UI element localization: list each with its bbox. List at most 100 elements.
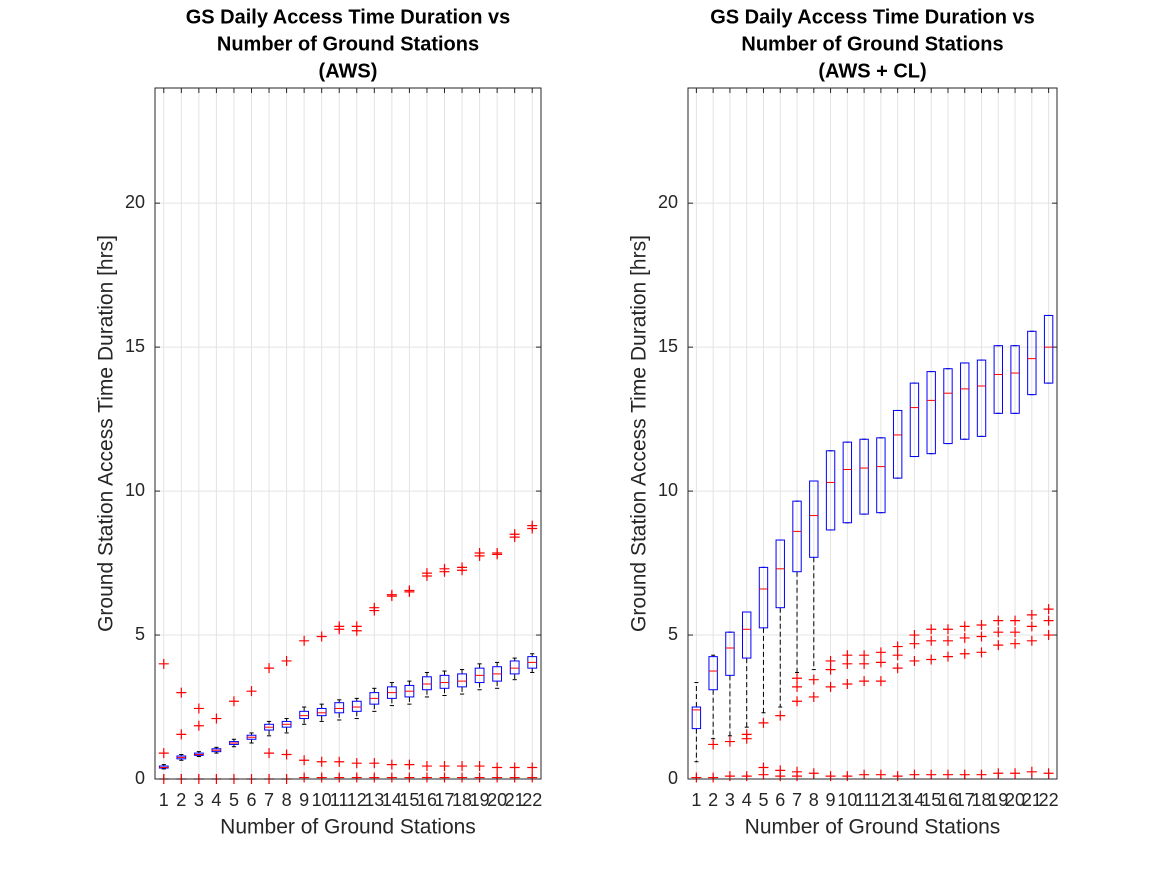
y-tick-label: 10: [658, 480, 678, 500]
outlier: [875, 676, 886, 687]
outlier: [1043, 604, 1054, 615]
outlier: [792, 673, 803, 684]
box: [892, 409, 903, 479]
y-tick-label: 15: [658, 336, 678, 356]
outlier: [421, 761, 432, 772]
outlier: [457, 761, 468, 772]
y-axis-label: Ground Station Access Time Duration [hrs…: [95, 235, 118, 632]
outlier: [1043, 615, 1054, 626]
outlier: [909, 638, 920, 649]
outlier: [509, 762, 520, 773]
box: [725, 631, 735, 676]
outlier: [1026, 621, 1037, 632]
x-tick-label: 10: [837, 790, 857, 810]
outlier: [281, 749, 292, 760]
outlier: [193, 720, 204, 731]
outlier: [474, 772, 485, 783]
outlier: [334, 624, 345, 635]
outlier: [439, 566, 450, 577]
x-tick-label: 17: [434, 790, 454, 810]
outlier: [942, 651, 953, 662]
box: [792, 500, 802, 573]
x-tick-label: 15: [921, 790, 941, 810]
outlier: [246, 686, 257, 697]
outlier: [993, 768, 1004, 779]
outlier: [334, 772, 345, 783]
outlier: [369, 772, 380, 783]
box: [457, 673, 467, 688]
x-tick-label: 13: [364, 790, 384, 810]
y-tick-label: 20: [125, 192, 145, 212]
box: [809, 480, 819, 558]
outlier: [741, 733, 752, 744]
box: [943, 368, 953, 445]
x-tick-label: 18: [972, 790, 992, 810]
box: [859, 438, 869, 515]
box: [876, 437, 886, 514]
outlier: [299, 635, 310, 646]
outlier: [825, 664, 836, 675]
outlier: [859, 650, 870, 661]
outlier: [421, 772, 432, 783]
outlier: [193, 703, 204, 714]
outlier: [775, 710, 786, 721]
outlier: [926, 635, 937, 646]
outlier: [1043, 768, 1054, 779]
outlier: [299, 772, 310, 783]
outlier: [492, 772, 503, 783]
outlier: [264, 748, 275, 759]
y-tick-label: 0: [135, 768, 145, 788]
x-tick-label: 12: [347, 790, 367, 810]
y-tick-label: 5: [668, 624, 678, 644]
x-tick-label: 10: [312, 790, 332, 810]
outlier: [758, 769, 769, 780]
x-tick-label: 7: [264, 790, 274, 810]
x-axis-label: Number of Ground Stations: [745, 816, 1001, 839]
outlier: [158, 748, 169, 759]
outlier: [386, 759, 397, 770]
y-axis-label: Ground Station Access Time Duration [hrs…: [628, 235, 651, 632]
outlier: [842, 658, 853, 669]
box: [976, 359, 987, 437]
outlier: [211, 713, 222, 724]
x-tick-label: 6: [246, 790, 256, 810]
x-tick-label: 21: [1022, 790, 1042, 810]
outlier: [492, 549, 503, 560]
outlier: [281, 655, 292, 666]
outlier: [509, 532, 520, 543]
x-tick-label: 5: [229, 790, 239, 810]
outlier: [875, 769, 886, 780]
outlier: [474, 761, 485, 772]
x-tick-label: 18: [452, 790, 472, 810]
x-tick-label: 1: [159, 790, 169, 810]
outlier: [1026, 609, 1037, 620]
x-tick-label: 14: [382, 790, 402, 810]
outlier: [386, 591, 397, 602]
y-tick-label: 20: [658, 192, 678, 212]
outlier: [316, 772, 327, 783]
outlier: [492, 762, 503, 773]
outlier: [439, 761, 450, 772]
x-tick-label: 7: [792, 790, 802, 810]
x-tick-label: 21: [505, 790, 525, 810]
outlier: [386, 772, 397, 783]
outlier: [457, 565, 468, 576]
chart-title: Number of Ground Stations: [741, 33, 1003, 55]
outlier: [926, 654, 937, 665]
outlier: [993, 615, 1004, 626]
x-tick-label: 2: [708, 790, 718, 810]
chart-title: GS Daily Access Time Duration vs: [710, 6, 1035, 28]
x-tick-label: 9: [826, 790, 836, 810]
outlier: [909, 630, 920, 641]
outlier: [334, 756, 345, 767]
outlier: [959, 769, 970, 780]
outlier: [993, 627, 1004, 638]
outlier: [976, 769, 987, 780]
outlier: [842, 650, 853, 661]
outlier: [299, 755, 310, 766]
outlier: [1010, 627, 1021, 638]
box: [993, 345, 1003, 414]
box: [825, 450, 836, 531]
outlier: [176, 729, 187, 740]
